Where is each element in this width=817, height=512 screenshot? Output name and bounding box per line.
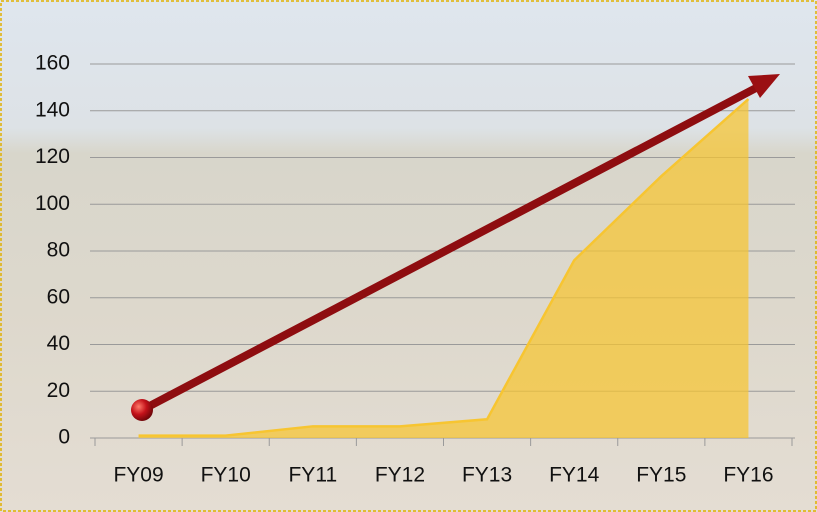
area	[138, 99, 749, 438]
arrow-start	[131, 399, 153, 421]
area-line	[138, 98, 750, 437]
x-tick-label: FY16	[723, 464, 773, 487]
x-tick-label: FY11	[288, 464, 337, 487]
x-tick-label: FY14	[549, 464, 600, 487]
trend-arrow	[131, 74, 780, 421]
y-tick-label: 160	[35, 52, 70, 75]
arrow-head	[748, 74, 780, 98]
x-tick-label: FY12	[375, 464, 425, 487]
y-tick-label: 60	[47, 285, 70, 308]
x-tick-label: FY13	[462, 464, 512, 487]
y-tick-label: 120	[35, 145, 70, 168]
y-tick-label: 40	[47, 332, 70, 355]
y-tick-label: 20	[47, 379, 70, 402]
x-tick-label: FY15	[636, 464, 686, 487]
plot-area: 0 20 40 60 80 100 120 140 160 FY09 FY10 FY11 FY12 FY1…	[35, 52, 795, 487]
y-tick-label: 140	[35, 98, 70, 121]
y-tick-label: 80	[47, 239, 70, 262]
y-tick-label: 0	[58, 426, 70, 449]
x-tick-label: FY10	[201, 464, 251, 487]
arrow-shaft	[138, 84, 760, 414]
y-tick-label: 100	[35, 192, 70, 215]
x-tick-label: FY09	[113, 464, 163, 487]
